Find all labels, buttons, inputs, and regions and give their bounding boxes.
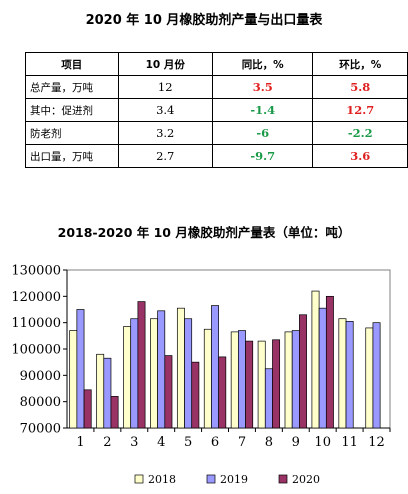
bar xyxy=(157,310,166,429)
x-tick-label: 2 xyxy=(103,435,111,450)
row-yoy: 3.5 xyxy=(211,75,314,99)
row-yoy: -6 xyxy=(211,121,314,145)
y-tick-label: 130000 xyxy=(11,264,61,279)
x-tick-label: 1 xyxy=(76,435,84,450)
table-row: 出口量，万吨 2.7 -9.7 3.6 xyxy=(25,144,408,168)
bar xyxy=(365,327,374,429)
bar xyxy=(299,314,307,429)
bar-chart: 130000 120000 110000 100000 90000 80000 70000 1… xyxy=(11,264,391,486)
x-tick-label: 8 xyxy=(265,435,273,450)
bar xyxy=(230,331,239,429)
bar xyxy=(103,357,112,429)
row-value: 12 xyxy=(117,75,213,99)
y-tick-label: 90000 xyxy=(20,369,61,384)
x-tick-label: 6 xyxy=(211,435,219,450)
bar xyxy=(176,307,185,429)
x-tick-label: 11 xyxy=(341,435,358,450)
bar xyxy=(318,307,327,429)
x-tick-label: 9 xyxy=(292,435,300,450)
bar xyxy=(83,389,92,429)
bar xyxy=(191,361,200,429)
bar xyxy=(137,301,146,429)
x-tick-label: 7 xyxy=(238,435,246,450)
row-item: 其中：促进剂 xyxy=(25,98,119,122)
row-value: 3.2 xyxy=(117,121,213,145)
bar xyxy=(218,356,227,429)
bar xyxy=(325,295,334,429)
x-tick-label: 4 xyxy=(157,435,165,450)
y-tick-label: 120000 xyxy=(11,290,61,305)
legend-swatch xyxy=(134,474,144,484)
bar xyxy=(96,353,105,429)
table-row: 总产量，万吨 12 3.5 5.8 xyxy=(25,75,408,99)
header-item: 项目 xyxy=(25,52,119,76)
header-yoy: 同比，% xyxy=(211,52,314,76)
bar xyxy=(245,340,254,429)
legend: 2018 2019 2020 xyxy=(134,473,320,486)
bar xyxy=(338,318,347,429)
row-item: 总产量，万吨 xyxy=(25,75,119,99)
row-mom: 3.6 xyxy=(312,144,408,168)
legend-swatch xyxy=(206,474,216,484)
bar xyxy=(110,396,119,429)
y-tick-label: 100000 xyxy=(11,343,61,358)
table-header-row: 项目 10 月份 同比，% 环比，% xyxy=(25,52,408,76)
summary-table: 项目 10 月份 同比，% 环比，% 总产量，万吨 12 3.5 5.8 其中：… xyxy=(25,52,408,168)
bar xyxy=(372,322,381,429)
y-tick-label: 70000 xyxy=(20,422,61,437)
bar xyxy=(311,290,320,429)
row-yoy: -9.7 xyxy=(211,144,314,168)
header-mom: 环比，% xyxy=(312,52,408,76)
bar xyxy=(203,328,212,429)
legend-label: 2018 xyxy=(148,473,176,486)
row-yoy: -1.4 xyxy=(211,98,314,122)
bar xyxy=(150,318,158,429)
x-tick-label: 10 xyxy=(314,435,331,450)
y-tick-label: 80000 xyxy=(20,395,61,410)
row-mom: 12.7 xyxy=(312,98,408,122)
x-tick-label: 12 xyxy=(368,435,385,450)
y-tick-label: 110000 xyxy=(11,316,61,331)
plot-area: 130000 120000 110000 100000 90000 80000 70000 1… xyxy=(11,264,391,450)
bar xyxy=(164,355,173,429)
x-tick-label: 5 xyxy=(184,435,192,450)
x-tick-label: 3 xyxy=(130,435,138,450)
bar xyxy=(257,340,266,429)
bar xyxy=(264,368,273,429)
header-month: 10 月份 xyxy=(117,52,213,76)
legend-swatch xyxy=(278,474,288,484)
chart-title: 2018-2020 年 10 月橡胶助剂产量表（单位：吨） xyxy=(57,225,351,240)
bar xyxy=(76,309,85,429)
legend-label: 2019 xyxy=(220,473,248,486)
plot-frame xyxy=(66,269,391,429)
row-value: 3.4 xyxy=(117,98,213,122)
bar xyxy=(69,330,78,429)
bar xyxy=(130,318,139,429)
row-item: 防老剂 xyxy=(25,121,119,145)
bar xyxy=(345,320,354,429)
row-mom: -2.2 xyxy=(312,121,408,145)
row-item: 出口量，万吨 xyxy=(25,144,119,168)
row-mom: 5.8 xyxy=(312,75,408,99)
bar xyxy=(284,331,293,429)
bar xyxy=(272,339,281,429)
legend-label: 2020 xyxy=(292,473,320,486)
bar xyxy=(211,305,219,429)
row-value: 2.7 xyxy=(117,144,213,168)
page-title: 2020 年 10 月橡胶助剂产量与出口量表 xyxy=(85,13,323,28)
bar xyxy=(184,318,193,429)
bar xyxy=(291,330,300,429)
bar xyxy=(123,326,132,429)
table-row: 其中：促进剂 3.4 -1.4 12.7 xyxy=(25,98,408,122)
bar xyxy=(238,330,246,429)
table-row: 防老剂 3.2 -6 -2.2 xyxy=(25,121,408,145)
